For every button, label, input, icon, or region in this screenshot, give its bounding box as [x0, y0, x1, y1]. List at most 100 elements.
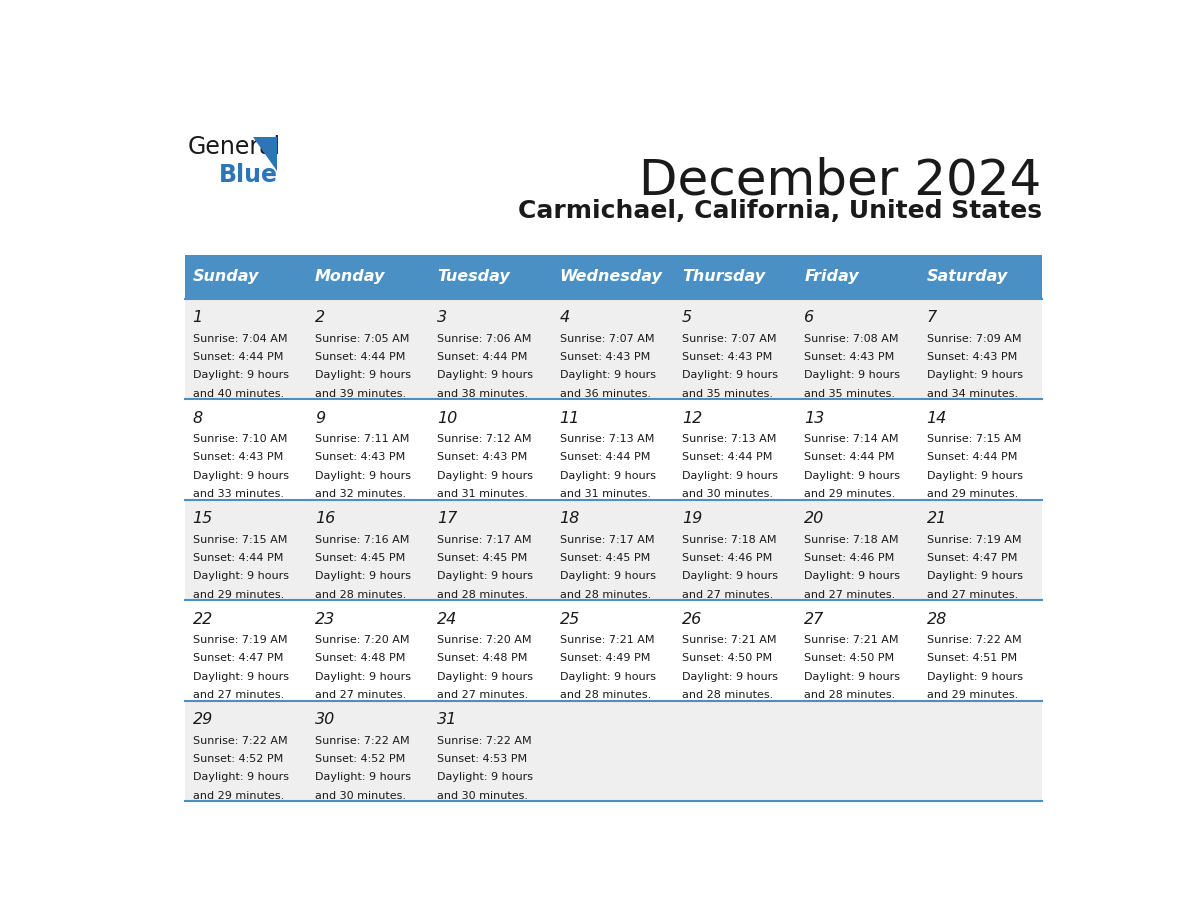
- Bar: [185, 399, 1042, 500]
- Text: 12: 12: [682, 410, 702, 426]
- Text: 17: 17: [437, 511, 457, 526]
- Text: 14: 14: [927, 410, 947, 426]
- Text: 30: 30: [315, 712, 335, 727]
- Text: Daylight: 9 hours: Daylight: 9 hours: [682, 672, 778, 682]
- Text: Daylight: 9 hours: Daylight: 9 hours: [560, 370, 656, 380]
- Text: Sunset: 4:43 PM: Sunset: 4:43 PM: [315, 453, 405, 463]
- Bar: [185, 500, 1042, 600]
- Text: Thursday: Thursday: [682, 270, 765, 285]
- Text: Sunday: Sunday: [192, 270, 259, 285]
- Text: and 29 minutes.: and 29 minutes.: [804, 489, 896, 499]
- Text: 29: 29: [192, 712, 213, 727]
- Text: Tuesday: Tuesday: [437, 270, 510, 285]
- Text: and 38 minutes.: and 38 minutes.: [437, 388, 529, 398]
- Text: Daylight: 9 hours: Daylight: 9 hours: [927, 672, 1023, 682]
- Text: Sunrise: 7:21 AM: Sunrise: 7:21 AM: [560, 635, 655, 645]
- Text: 6: 6: [804, 310, 815, 325]
- Text: Daylight: 9 hours: Daylight: 9 hours: [560, 471, 656, 481]
- Bar: [308, 255, 430, 299]
- Text: and 31 minutes.: and 31 minutes.: [560, 489, 651, 499]
- Text: Sunrise: 7:21 AM: Sunrise: 7:21 AM: [682, 635, 777, 645]
- Text: Sunset: 4:44 PM: Sunset: 4:44 PM: [927, 453, 1017, 463]
- Text: Sunrise: 7:13 AM: Sunrise: 7:13 AM: [560, 434, 655, 444]
- Text: Sunset: 4:49 PM: Sunset: 4:49 PM: [560, 654, 650, 664]
- Text: and 28 minutes.: and 28 minutes.: [437, 589, 529, 599]
- Text: and 28 minutes.: and 28 minutes.: [560, 589, 651, 599]
- Text: Sunrise: 7:20 AM: Sunrise: 7:20 AM: [437, 635, 532, 645]
- Text: Daylight: 9 hours: Daylight: 9 hours: [804, 672, 901, 682]
- Text: and 28 minutes.: and 28 minutes.: [682, 690, 773, 700]
- Text: Sunset: 4:46 PM: Sunset: 4:46 PM: [682, 553, 772, 563]
- Text: Sunset: 4:43 PM: Sunset: 4:43 PM: [927, 352, 1017, 362]
- Text: 2: 2: [315, 310, 326, 325]
- Text: Sunset: 4:50 PM: Sunset: 4:50 PM: [804, 654, 895, 664]
- Text: Sunset: 4:44 PM: Sunset: 4:44 PM: [437, 352, 527, 362]
- Text: 28: 28: [927, 611, 947, 627]
- Text: Sunset: 4:47 PM: Sunset: 4:47 PM: [192, 654, 283, 664]
- Text: Sunset: 4:43 PM: Sunset: 4:43 PM: [560, 352, 650, 362]
- Text: Sunrise: 7:12 AM: Sunrise: 7:12 AM: [437, 434, 532, 444]
- Text: Daylight: 9 hours: Daylight: 9 hours: [682, 471, 778, 481]
- Text: Carmichael, California, United States: Carmichael, California, United States: [518, 198, 1042, 222]
- Text: Sunrise: 7:22 AM: Sunrise: 7:22 AM: [927, 635, 1022, 645]
- Text: Sunrise: 7:16 AM: Sunrise: 7:16 AM: [315, 534, 410, 544]
- Text: Sunrise: 7:15 AM: Sunrise: 7:15 AM: [927, 434, 1020, 444]
- Text: Sunrise: 7:07 AM: Sunrise: 7:07 AM: [560, 333, 655, 343]
- Text: and 36 minutes.: and 36 minutes.: [560, 388, 651, 398]
- Bar: [920, 255, 1042, 299]
- Text: 23: 23: [315, 611, 335, 627]
- Text: Daylight: 9 hours: Daylight: 9 hours: [315, 370, 411, 380]
- Text: and 28 minutes.: and 28 minutes.: [560, 690, 651, 700]
- Text: Sunset: 4:53 PM: Sunset: 4:53 PM: [437, 754, 527, 764]
- Text: Daylight: 9 hours: Daylight: 9 hours: [927, 471, 1023, 481]
- Polygon shape: [253, 137, 278, 171]
- Text: Sunset: 4:43 PM: Sunset: 4:43 PM: [437, 453, 527, 463]
- Text: Sunset: 4:48 PM: Sunset: 4:48 PM: [315, 654, 405, 664]
- Text: Sunset: 4:43 PM: Sunset: 4:43 PM: [192, 453, 283, 463]
- Text: 15: 15: [192, 511, 213, 526]
- Text: Sunrise: 7:18 AM: Sunrise: 7:18 AM: [682, 534, 777, 544]
- Text: 27: 27: [804, 611, 824, 627]
- Text: Sunrise: 7:13 AM: Sunrise: 7:13 AM: [682, 434, 776, 444]
- Text: Sunset: 4:51 PM: Sunset: 4:51 PM: [927, 654, 1017, 664]
- Text: and 27 minutes.: and 27 minutes.: [804, 589, 896, 599]
- Text: Blue: Blue: [219, 163, 278, 187]
- Text: and 39 minutes.: and 39 minutes.: [315, 388, 406, 398]
- Bar: [430, 255, 552, 299]
- Text: Daylight: 9 hours: Daylight: 9 hours: [192, 772, 289, 782]
- Text: Daylight: 9 hours: Daylight: 9 hours: [560, 672, 656, 682]
- Text: 13: 13: [804, 410, 824, 426]
- Text: Sunset: 4:44 PM: Sunset: 4:44 PM: [560, 453, 650, 463]
- Text: Daylight: 9 hours: Daylight: 9 hours: [437, 571, 533, 581]
- Text: 10: 10: [437, 410, 457, 426]
- Text: 1: 1: [192, 310, 203, 325]
- Text: Sunrise: 7:22 AM: Sunrise: 7:22 AM: [437, 735, 532, 745]
- Text: Daylight: 9 hours: Daylight: 9 hours: [315, 672, 411, 682]
- Text: December 2024: December 2024: [639, 156, 1042, 204]
- Text: Sunrise: 7:05 AM: Sunrise: 7:05 AM: [315, 333, 410, 343]
- Text: Daylight: 9 hours: Daylight: 9 hours: [437, 471, 533, 481]
- Text: Wednesday: Wednesday: [560, 270, 663, 285]
- Text: Sunrise: 7:22 AM: Sunrise: 7:22 AM: [192, 735, 287, 745]
- Text: Daylight: 9 hours: Daylight: 9 hours: [192, 672, 289, 682]
- Text: Daylight: 9 hours: Daylight: 9 hours: [682, 370, 778, 380]
- Text: Sunset: 4:47 PM: Sunset: 4:47 PM: [927, 553, 1017, 563]
- Text: Daylight: 9 hours: Daylight: 9 hours: [315, 471, 411, 481]
- Text: 4: 4: [560, 310, 570, 325]
- Text: and 27 minutes.: and 27 minutes.: [927, 589, 1018, 599]
- Text: and 31 minutes.: and 31 minutes.: [437, 489, 529, 499]
- Bar: [797, 255, 920, 299]
- Text: Sunrise: 7:18 AM: Sunrise: 7:18 AM: [804, 534, 899, 544]
- Text: 5: 5: [682, 310, 693, 325]
- Text: Sunrise: 7:19 AM: Sunrise: 7:19 AM: [927, 534, 1022, 544]
- Text: and 30 minutes.: and 30 minutes.: [682, 489, 773, 499]
- Text: Sunset: 4:44 PM: Sunset: 4:44 PM: [804, 453, 895, 463]
- Text: 8: 8: [192, 410, 203, 426]
- Text: Daylight: 9 hours: Daylight: 9 hours: [682, 571, 778, 581]
- Text: Sunrise: 7:19 AM: Sunrise: 7:19 AM: [192, 635, 287, 645]
- Text: Daylight: 9 hours: Daylight: 9 hours: [804, 471, 901, 481]
- Text: Sunset: 4:52 PM: Sunset: 4:52 PM: [315, 754, 405, 764]
- Text: Daylight: 9 hours: Daylight: 9 hours: [192, 370, 289, 380]
- Text: Daylight: 9 hours: Daylight: 9 hours: [315, 571, 411, 581]
- Text: and 30 minutes.: and 30 minutes.: [315, 790, 406, 800]
